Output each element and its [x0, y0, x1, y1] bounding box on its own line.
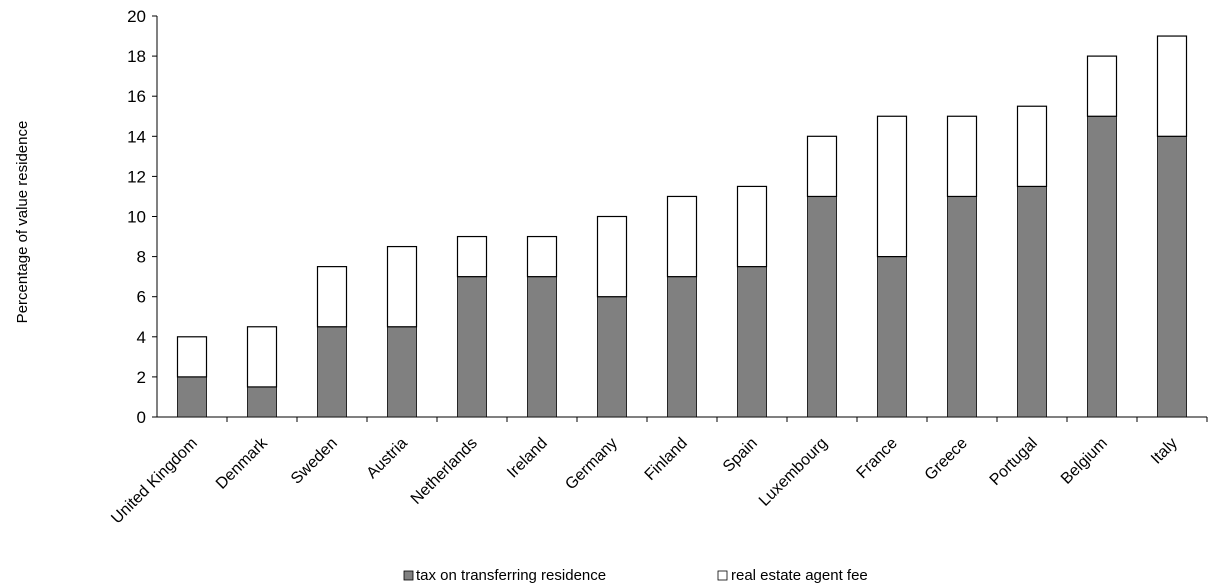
bar-tax-segment — [667, 276, 697, 418]
x-tick-label: Belgium — [1058, 435, 1111, 488]
bar-tax-segment — [177, 376, 207, 418]
x-tick-label: Finland — [642, 435, 691, 484]
y-tick-label: 8 — [137, 248, 146, 267]
x-tick-label: United Kingdom — [108, 435, 201, 528]
bar-tax-segment — [807, 196, 837, 418]
y-tick-label: 18 — [127, 47, 146, 66]
x-tick-label: Netherlands — [408, 435, 481, 508]
bar-agent-fee-segment — [666, 195, 698, 278]
bars-group — [176, 35, 1208, 422]
y-tick-label: 20 — [127, 7, 146, 26]
x-tick-label: France — [854, 435, 901, 482]
x-tick-label: Spain — [720, 435, 761, 476]
y-tick-label: 10 — [127, 208, 146, 227]
bar-tax-segment — [1157, 135, 1187, 418]
y-axis-ticks: 0 2 4 6 8 10 12 14 16 18 20 — [127, 7, 157, 427]
x-tick-label: Germany — [562, 435, 621, 494]
bar-agent-fee-segment — [176, 336, 208, 378]
legend-label-agent: real estate agent fee — [731, 567, 868, 584]
bar-agent-fee-segment — [386, 245, 418, 328]
bar-tax-segment — [877, 256, 907, 418]
bar-agent-fee-segment — [456, 235, 488, 278]
y-tick-label: 12 — [127, 167, 146, 186]
bar-tax-segment — [527, 276, 557, 418]
bar-agent-fee-segment — [1016, 105, 1048, 188]
bar-agent-fee-segment — [736, 185, 768, 268]
y-tick-label: 4 — [137, 328, 146, 347]
bar-tax-segment — [737, 266, 767, 418]
y-tick-label: 2 — [137, 368, 146, 387]
y-tick-label: 14 — [127, 127, 146, 146]
bar-tax-segment — [387, 326, 417, 418]
legend-label-tax: tax on transferring residence — [416, 567, 606, 584]
x-tick-label: Portugal — [987, 435, 1041, 489]
x-tick-label: Denmark — [213, 434, 272, 493]
bar-tax-segment — [1087, 115, 1117, 418]
x-axis-labels: United Kingdom Denmark Sweden AustriaNether… — [108, 434, 1181, 527]
bar-tax-segment — [317, 326, 347, 418]
x-tick-label: Luxembourg — [756, 435, 831, 510]
legend: tax on transferring residence real estat… — [403, 567, 868, 584]
bar-agent-fee-segment — [946, 115, 978, 198]
bar-tax-segment — [457, 276, 487, 418]
bar-tax-segment — [247, 386, 277, 418]
bar-agent-fee-segment — [316, 266, 348, 328]
y-tick-label: 16 — [127, 87, 146, 106]
bar-agent-fee-segment — [876, 115, 908, 258]
bar-tax-segment — [597, 296, 627, 418]
legend-swatch-tax — [403, 570, 414, 581]
bar-tax-segment — [1017, 186, 1047, 418]
y-tick-label: 0 — [137, 408, 146, 427]
x-tick-label: Austria — [364, 435, 411, 482]
bar-agent-fee-segment — [246, 326, 278, 388]
x-tick-label: Ireland — [504, 435, 551, 482]
bar-agent-fee-segment — [526, 235, 558, 278]
y-axis-title: Percentage of value residence — [14, 121, 31, 324]
x-tick-label: Italy — [1148, 435, 1181, 468]
bar-agent-fee-segment — [1156, 35, 1188, 137]
bar-tax-segment — [947, 196, 977, 418]
x-tick-label: Greece — [922, 435, 971, 484]
y-tick-label: 6 — [137, 288, 146, 307]
bar-agent-fee-segment — [806, 135, 838, 198]
x-tick-label: Sweden — [288, 435, 341, 488]
bar-agent-fee-segment — [1086, 55, 1118, 117]
bar-agent-fee-segment — [596, 215, 628, 298]
legend-swatch-agent — [717, 570, 728, 581]
